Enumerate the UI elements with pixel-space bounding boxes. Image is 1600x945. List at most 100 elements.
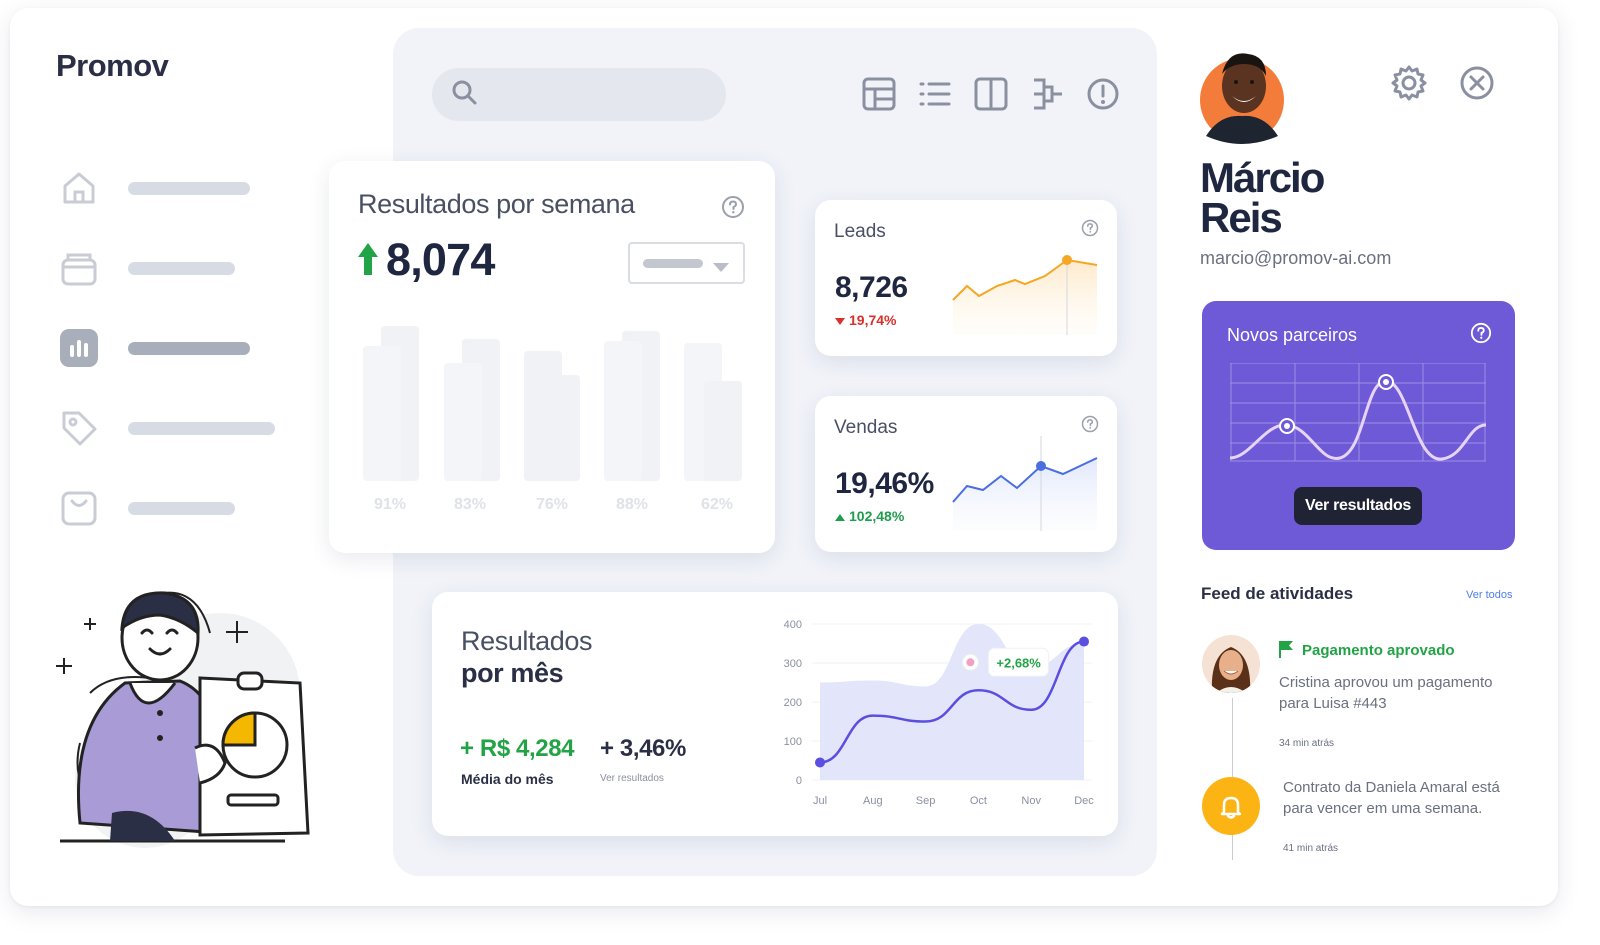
new-partners-card: Novos parceiros Ver resultados	[1202, 301, 1515, 550]
chart-data-point	[1079, 636, 1089, 647]
columns-icon[interactable]	[972, 74, 1010, 114]
avatar[interactable]	[1200, 44, 1284, 144]
sidebar-item-placeholder	[128, 501, 235, 515]
sidebar-item-home[interactable]	[56, 163, 316, 213]
monthly-average-label: Média do mês	[461, 771, 554, 787]
bar-label: 76%	[535, 496, 569, 513]
y-tick-label: 0	[796, 775, 802, 787]
monthly-growth-value: + 3,46%	[600, 735, 686, 762]
bar-label: 88%	[615, 496, 649, 513]
feed-item-text: Contrato da Daniela Amaral está para ven…	[1283, 779, 1500, 817]
sidebar-item-placeholder	[128, 261, 235, 275]
help-icon[interactable]	[1081, 219, 1099, 242]
see-results-button[interactable]: Ver resultados	[1294, 487, 1422, 525]
weekly-bar-front	[704, 381, 742, 481]
x-tick-label: Nov	[1021, 795, 1041, 807]
search-input[interactable]	[432, 68, 726, 121]
weekly-value: 8,074	[386, 234, 495, 285]
vendas-label: Vendas	[834, 417, 898, 438]
chevron-down-icon	[713, 260, 729, 278]
partners-label: Novos parceiros	[1227, 325, 1358, 345]
y-tick-label: 300	[784, 658, 802, 670]
leads-label: Leads	[834, 221, 886, 242]
x-tick-label: Dec	[1074, 795, 1094, 807]
archive-icon	[56, 245, 102, 291]
list-icon[interactable]	[916, 74, 954, 114]
leads-sparkline	[952, 255, 1098, 335]
gear-icon[interactable]	[1390, 64, 1428, 107]
help-icon[interactable]	[721, 195, 745, 224]
vendas-card: Vendas 19,46% 102,48%	[815, 396, 1117, 552]
weekly-bar-front	[604, 341, 642, 481]
x-tick-label: Jul	[813, 795, 827, 807]
weekly-bar-front	[363, 346, 401, 481]
sidebar-item-bag[interactable]	[56, 483, 316, 533]
period-dropdown[interactable]	[628, 242, 745, 284]
profile-email: marcio@promov-ai.com	[1200, 248, 1392, 268]
weekly-bar-front	[444, 363, 482, 481]
y-tick-label: 100	[784, 736, 802, 748]
bar-label: 62%	[700, 496, 734, 513]
person-illustration	[50, 573, 320, 878]
weekly-bar-front	[542, 375, 580, 481]
tooltip-marker-center	[966, 658, 975, 667]
sidebar-item-archive[interactable]	[56, 243, 316, 293]
app-logo: Promov	[56, 48, 169, 83]
activity-feed-title: Feed de atividades	[1201, 584, 1354, 603]
tooltip-box	[987, 647, 1049, 677]
chart-icon	[56, 325, 102, 371]
app-window: Promov	[10, 8, 1558, 906]
arrow-up-icon	[358, 243, 378, 280]
bag-icon	[56, 485, 102, 531]
help-icon[interactable]	[1081, 415, 1099, 438]
monthly-results-card: Resultados por mês + R$ 4,284 Média do m…	[432, 592, 1118, 836]
arrow-up-icon	[835, 508, 845, 524]
chart-data-point	[815, 757, 825, 768]
alert-icon[interactable]	[1084, 74, 1122, 114]
feed-item-time: 34 min atrás	[1279, 738, 1335, 749]
monthly-title: Resultados	[461, 626, 593, 656]
x-tick-label: Sep	[916, 795, 936, 807]
monthly-line-chart: 400 300 200 100 0 Jul Aug Sep Oct Nov Dec +2,68%	[784, 619, 1095, 807]
leads-card: Leads 8,726 19,74%	[815, 200, 1117, 356]
vendas-sparkline	[952, 436, 1098, 531]
bar-label: 91%	[373, 496, 407, 513]
table-icon[interactable]	[860, 74, 898, 114]
feed-item-title: Pagamento aprovado	[1302, 642, 1455, 659]
feed-item-time: 41 min atrás	[1283, 843, 1339, 854]
home-icon	[56, 165, 102, 211]
flow-icon[interactable]	[1028, 74, 1066, 114]
partners-wave-chart	[1230, 363, 1486, 462]
weekly-results-card: Resultados por semana 8,074 91% 83	[329, 161, 775, 553]
x-tick-label: Aug	[863, 795, 883, 807]
view-all-link[interactable]: Ver todos	[1466, 589, 1513, 601]
x-tick-label: Oct	[970, 795, 987, 807]
weekly-bar-chart	[363, 326, 742, 481]
sidebar-item-placeholder	[128, 181, 250, 195]
vendas-change-value: 102,48%	[849, 508, 905, 524]
feed-avatar[interactable]	[1202, 635, 1260, 693]
search-icon	[450, 78, 478, 111]
weekly-title: Resultados por semana	[358, 189, 635, 219]
y-tick-label: 400	[784, 619, 802, 631]
tag-icon	[56, 405, 102, 451]
bar-label: 83%	[453, 496, 487, 513]
flag-icon	[1278, 640, 1294, 663]
sidebar-item-tag[interactable]	[56, 403, 316, 453]
see-results-link[interactable]: Ver resultados	[600, 773, 664, 784]
y-tick-label: 200	[784, 697, 802, 709]
close-icon[interactable]	[1458, 64, 1496, 107]
bell-icon[interactable]	[1202, 777, 1260, 835]
dropdown-placeholder	[643, 258, 703, 268]
arrow-down-icon	[835, 312, 845, 328]
sidebar-item-chart[interactable]	[56, 323, 316, 373]
leads-change: 19,74%	[835, 312, 896, 328]
monthly-average-value: + R$ 4,284	[460, 735, 575, 762]
chart-tooltip: +2,68%	[961, 647, 1049, 677]
monthly-subtitle: por mês	[461, 658, 564, 688]
profile-first-name: Márcio	[1200, 154, 1325, 201]
help-icon[interactable]	[1470, 322, 1492, 349]
leads-value: 8,726	[835, 271, 908, 304]
feed-item-text: Cristina aprovou um pagamento para Luisa…	[1279, 674, 1493, 712]
sidebar-item-placeholder	[128, 421, 275, 435]
